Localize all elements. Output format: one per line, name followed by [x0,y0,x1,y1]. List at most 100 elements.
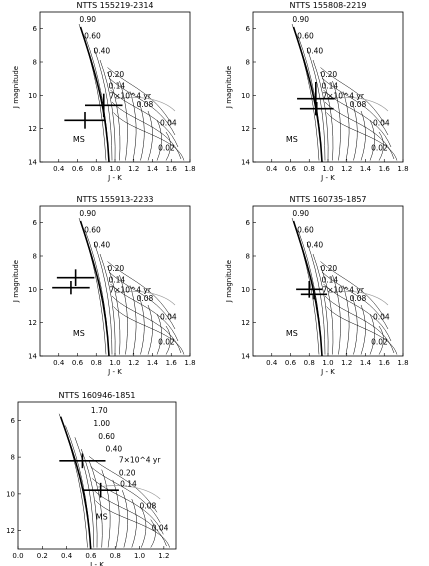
main-sequence-line [292,220,323,356]
y-tick-label: 14 [28,353,37,361]
y-axis-label: J magnitude [225,66,233,109]
x-tick-label: 0.8 [91,165,102,173]
x-tick-label: 1.4 [360,359,372,367]
mass-label: 0.60 [84,32,101,41]
mass-track [326,112,398,161]
mass-label: 0.02 [371,143,388,152]
isochrone-line [99,59,116,161]
mass-track [108,77,176,136]
mass-track [107,261,173,319]
y-axis-label: J magnitude [12,260,20,303]
y-axis-label: J magnitude [225,260,233,303]
hr-panel-1: NTTS 155219-2314 0.90 0.60 0.40 0.20 0.14 0.08… [12,1,196,182]
x-axis-label: J - K [107,174,122,182]
mass-track [320,261,386,319]
age-label: 7×10^4 yr [109,286,151,295]
main-sequence-line [79,220,110,356]
x-tick-label: 0.6 [72,165,84,173]
mass-track [90,466,161,523]
isochrone-line [131,498,137,548]
x-tick-label: 0.0 [12,552,23,560]
x-tick-label: 1.4 [360,165,372,173]
main-sequence-line [59,416,92,549]
mass-label: 0.40 [306,47,323,56]
mass-label: 0.60 [98,432,115,441]
mass-track [107,67,173,125]
y-tick-label: 8 [11,454,15,462]
x-tick-label: 0.4 [53,165,65,173]
grey-isochrone [114,96,176,112]
x-axis-label: J - K [320,174,335,182]
mass-label: 0.90 [79,15,96,24]
y-tick-label: 12 [241,125,250,133]
ms-label: MS [96,513,108,522]
mass-label: 0.02 [371,337,388,346]
mass-label: 0.20 [321,70,338,79]
mass-label: 0.08 [137,100,154,109]
mass-label: 0.08 [350,100,367,109]
x-tick-label: 1.6 [379,165,391,173]
mass-track [320,67,386,125]
y-tick-label: 8 [246,253,250,261]
isochrone-line [141,507,147,548]
isochrone-line [165,131,171,161]
isochrone-line [351,101,358,161]
y-tick-label: 10 [241,92,250,100]
x-tick-label: 1.2 [158,552,169,560]
y-tick-label: 8 [246,59,250,67]
mass-label: 1.70 [91,406,108,415]
isochrone-line [378,131,384,161]
panel-title: NTTS 155808-2219 [289,1,366,10]
x-axis-label: J - K [107,368,122,376]
isochrone-line [165,325,171,355]
y-tick-label: 12 [6,527,15,535]
x-tick-label: 1.0 [134,552,145,560]
x-tick-label: 0.8 [91,359,102,367]
age-label: 7×10^4 yr [109,92,151,101]
mass-label: 0.08 [137,294,154,303]
hr-panel-2: NTTS 155808-2219 0.90 0.60 0.40 0.20 0.14 0.08… [225,1,409,182]
isochrone-line [58,413,88,548]
x-tick-label: 0.8 [304,165,315,173]
x-tick-label: 0.6 [85,552,97,560]
isochrone-line [351,295,358,355]
isochrone-line [147,304,153,355]
y-tick-label: 10 [241,286,250,294]
x-tick-label: 1.8 [184,165,195,173]
mass-track [110,283,179,342]
mass-track [113,112,185,161]
x-tick-label: 0.2 [37,552,48,560]
x-tick-label: 0.6 [285,359,297,367]
age-label: 7×10^4 yr [322,92,364,101]
y-tick-label: 6 [246,25,251,33]
x-tick-label: 1.2 [128,165,139,173]
isochrone-line [312,59,329,161]
mass-label: 0.04 [373,312,390,321]
panel-title: NTTS 155913-2233 [76,195,153,204]
x-tick-label: 1.8 [397,359,408,367]
hr-panel-5: NTTS 160946-1851 1.70 1.00 0.60 0.40 0.20 0.14… [6,391,177,566]
main-sequence-line [79,26,110,162]
ms-label: MS [286,135,298,144]
y-tick-label: 8 [33,59,37,67]
mass-label: 0.02 [158,143,175,152]
isochrone-line [360,304,366,355]
isochrone-line [312,253,329,355]
isochrone-line [93,47,113,161]
isochrone-line [147,110,153,161]
mass-label: 0.04 [160,118,177,127]
isochrone-line [360,110,366,161]
mass-track [108,271,176,330]
mass-label: 0.90 [292,209,309,218]
mass-label: 0.04 [160,312,177,321]
isochrone-line [320,71,334,161]
x-tick-label: 1.4 [147,165,159,173]
mass-label: 0.14 [321,82,338,91]
mass-track [323,283,392,342]
x-tick-label: 1.0 [322,165,333,173]
mass-label: 0.20 [108,70,125,79]
isochrone-line [150,519,156,548]
y-tick-label: 8 [33,253,37,261]
x-tick-label: 1.6 [166,359,178,367]
